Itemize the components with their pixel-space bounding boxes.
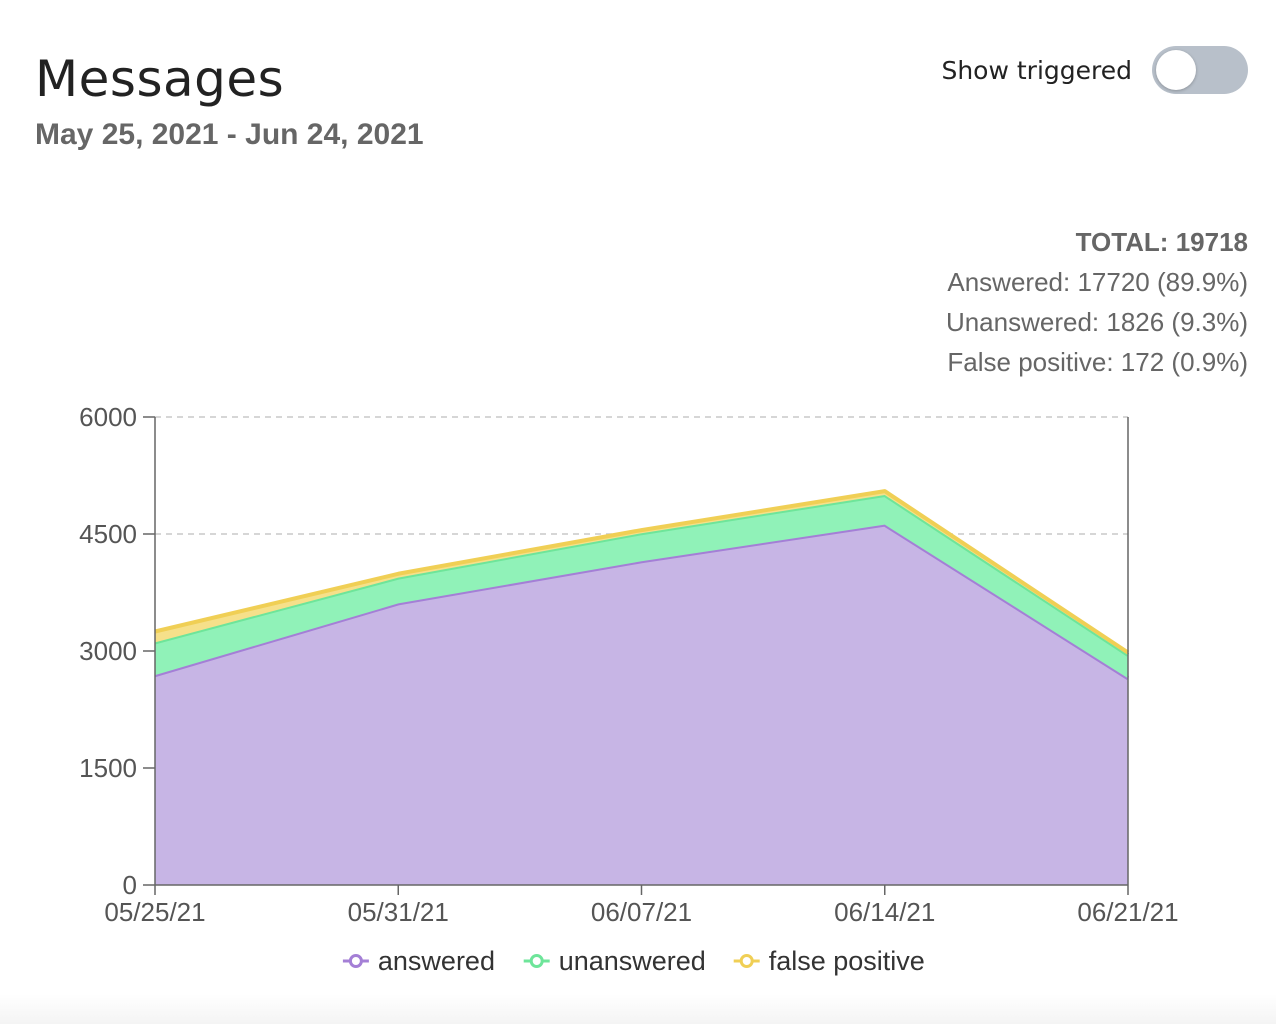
show-triggered-toggle[interactable] — [1152, 46, 1248, 94]
legend-label-unanswered: unanswered — [559, 946, 706, 976]
x-tick-label-2: 06/07/21 — [591, 897, 692, 927]
legend-swatch-marker-answered — [348, 954, 363, 968]
summary-false-positive: False positive: 172 (0.9%) — [947, 347, 1248, 377]
y-tick-label-0: 0 — [123, 870, 137, 900]
y-tick-label-4500: 4500 — [79, 519, 137, 549]
legend-layer: answered unanswered false positive — [342, 946, 925, 976]
summary-panel: TOTAL: 19718 Answered: 17720 (89.9%) Una… — [946, 222, 1248, 382]
summary-total: TOTAL: 19718 — [1075, 227, 1248, 257]
legend-item-unanswered: unanswered — [523, 946, 706, 976]
x-tick-label-1: 05/31/21 — [348, 897, 449, 927]
x-tick-label-3: 06/14/21 — [834, 897, 935, 927]
y-tick-label-3000: 3000 — [79, 636, 137, 666]
legend-swatch-marker-unanswered — [529, 954, 544, 968]
legend-item-answered: answered — [342, 946, 495, 976]
legend-label-answered: answered — [378, 946, 495, 976]
axis-layer: 0 1500 3000 4500 6000 05/25/21 05/31/21 06/07/2… — [79, 402, 1178, 927]
legend-swatch-marker-false-positive — [739, 954, 754, 968]
show-triggered-control: Show triggered — [941, 46, 1248, 94]
messages-area-chart: 0 1500 3000 4500 6000 05/25/21 05/31/21 06/07/2… — [79, 402, 1178, 976]
legend-label-false-positive: false positive — [769, 946, 925, 976]
summary-answered: Answered: 17720 (89.9%) — [947, 267, 1248, 297]
summary-unanswered: Unanswered: 1826 (9.3%) — [945, 307, 1248, 337]
area-answered — [155, 524, 1128, 885]
area-layer — [154, 489, 1130, 885]
page-bottom-edge — [0, 994, 1276, 1024]
toggle-knob — [1156, 50, 1196, 90]
date-range: May 25, 2021 - Jun 24, 2021 — [35, 118, 424, 151]
show-triggered-label: Show triggered — [941, 55, 1132, 85]
y-tick-label-6000: 6000 — [79, 402, 137, 432]
x-tick-label-0: 05/25/21 — [104, 897, 205, 927]
page-title: Messages — [35, 50, 285, 108]
legend-item-false-positive: false positive — [733, 946, 925, 976]
y-tick-label-1500: 1500 — [79, 753, 137, 783]
x-tick-label-4: 06/21/21 — [1077, 897, 1178, 927]
